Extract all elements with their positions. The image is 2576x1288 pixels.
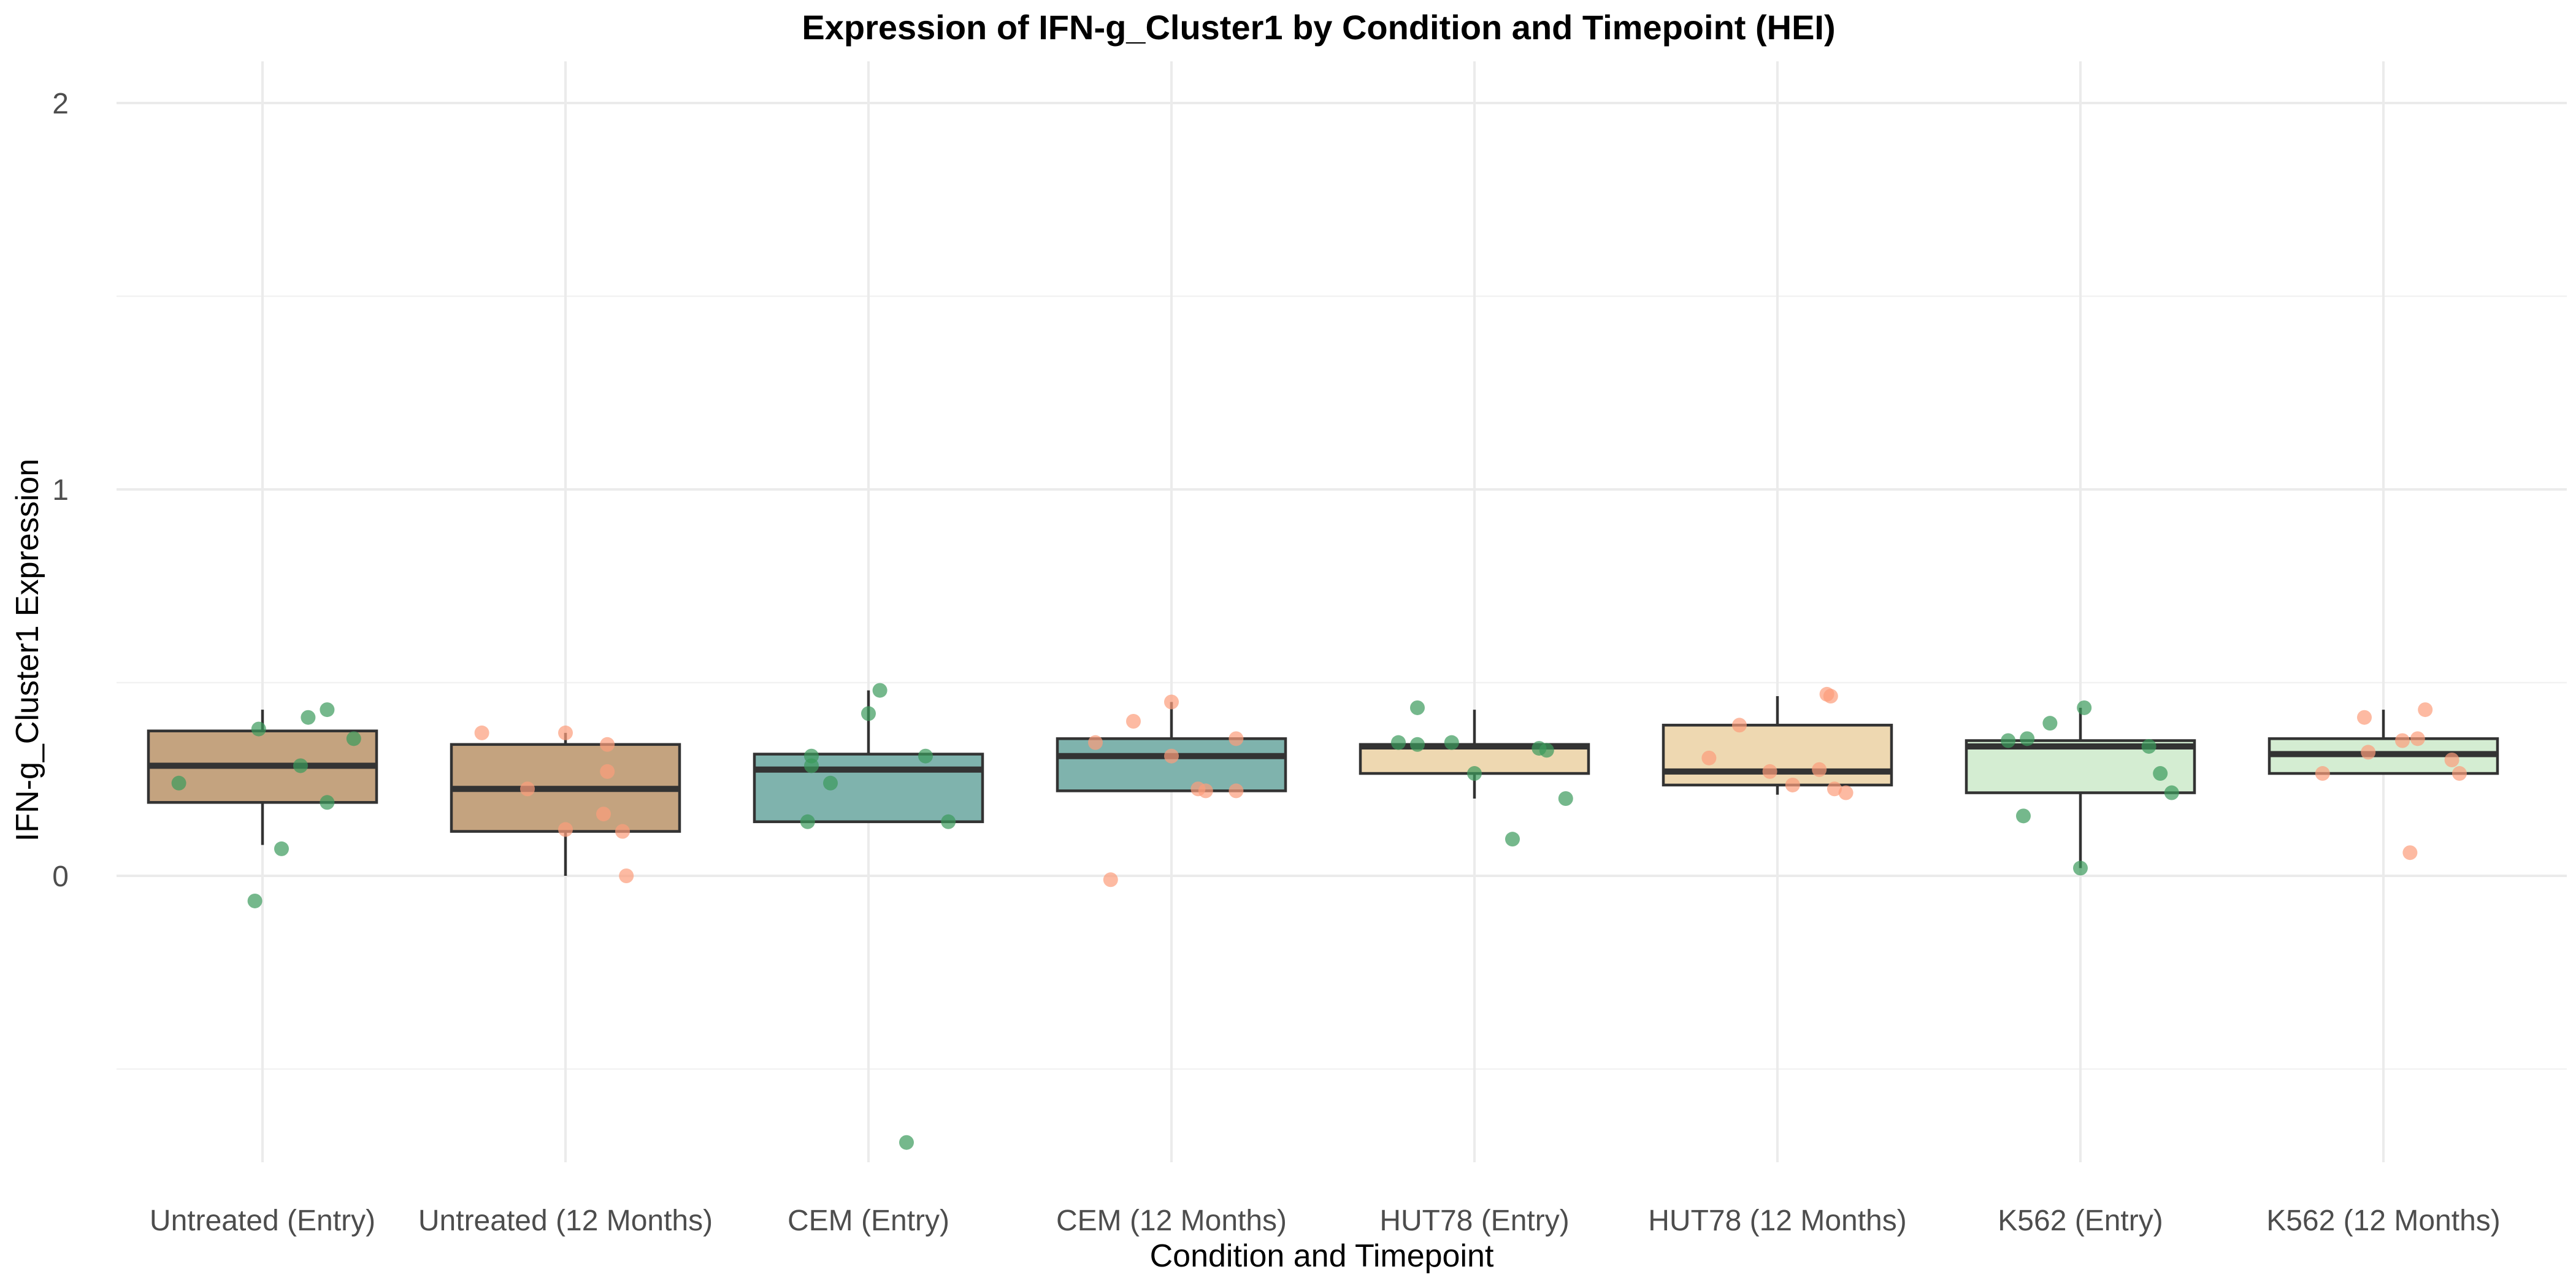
data-point — [2315, 766, 2330, 781]
data-point — [872, 683, 887, 698]
data-point — [346, 731, 361, 746]
y-tick-label: 0 — [52, 861, 69, 893]
data-point — [247, 893, 263, 908]
chart-title: Expression of IFN-g_Cluster1 by Conditio… — [802, 8, 1835, 47]
x-tick-label: Untreated (Entry) — [150, 1205, 375, 1237]
data-point — [600, 764, 615, 779]
box-series — [147, 690, 2499, 876]
data-point — [558, 822, 573, 837]
x-tick-label: HUT78 (Entry) — [1379, 1205, 1569, 1237]
data-points — [171, 683, 2467, 1150]
data-point — [2410, 731, 2425, 746]
data-point — [1823, 689, 1838, 704]
grid-lines — [117, 61, 2567, 1162]
box-group — [1965, 707, 2196, 868]
box — [1662, 724, 1893, 787]
data-point — [2164, 785, 2179, 800]
data-point — [251, 721, 266, 737]
x-tick-label: CEM (12 Months) — [1056, 1205, 1287, 1237]
data-point — [171, 775, 186, 791]
data-point — [1827, 781, 1842, 797]
data-point — [600, 737, 615, 752]
data-point — [1164, 748, 1179, 764]
data-point — [2395, 733, 2410, 748]
data-point — [615, 824, 630, 839]
box-group — [147, 710, 378, 845]
data-point — [1505, 832, 1520, 847]
data-point — [1762, 764, 1777, 779]
data-point — [1701, 750, 1717, 765]
data-point — [1467, 766, 1482, 781]
x-tick-label: K562 (12 Months) — [2266, 1205, 2501, 1237]
data-point — [2357, 710, 2372, 725]
box-group — [450, 732, 681, 876]
data-point — [301, 710, 316, 725]
data-point — [823, 775, 838, 791]
data-point — [293, 758, 308, 773]
box-group — [2267, 710, 2499, 775]
data-point — [2077, 700, 2092, 715]
data-point — [1785, 777, 1800, 792]
data-point — [1812, 762, 1827, 777]
data-point — [2073, 861, 2088, 876]
data-point — [2042, 716, 2058, 731]
data-point — [274, 841, 289, 856]
x-axis-title: Condition and Timepoint — [1150, 1238, 1494, 1274]
x-tick-label: K562 (Entry) — [1998, 1205, 2163, 1237]
data-point — [596, 807, 611, 822]
data-point — [619, 868, 634, 883]
box-group — [1359, 710, 1590, 799]
data-point — [320, 795, 335, 810]
data-point — [1732, 718, 1747, 733]
data-point — [1444, 735, 1459, 750]
data-point — [1410, 737, 1425, 752]
data-point — [2001, 733, 2016, 748]
x-tick-label: Untreated (12 Months) — [418, 1205, 713, 1237]
tick-labels: 0 1 2 Untreated (Entry) Untreated (12 Months… — [52, 88, 2500, 1237]
y-tick-label: 1 — [52, 474, 69, 507]
data-point — [520, 781, 535, 797]
data-point — [2153, 766, 2168, 781]
data-point — [1410, 700, 1425, 715]
data-point — [1539, 743, 1554, 758]
data-point — [861, 706, 876, 721]
box-group — [1662, 696, 1893, 795]
x-tick-label: CEM (Entry) — [788, 1205, 949, 1237]
y-axis-title: IFN-g_Cluster1 Expression — [10, 459, 45, 841]
data-point — [804, 758, 819, 773]
data-point — [918, 748, 933, 764]
data-point — [1229, 783, 1244, 799]
box — [753, 753, 984, 824]
data-point — [899, 1135, 914, 1150]
data-point — [1103, 872, 1118, 887]
data-point — [2418, 702, 2433, 718]
data-point — [800, 814, 815, 829]
data-point — [2020, 731, 2035, 746]
data-point — [2402, 845, 2418, 861]
data-point — [1164, 694, 1179, 710]
data-point — [474, 725, 489, 740]
data-point — [1198, 783, 1213, 799]
box-group — [753, 690, 984, 824]
y-tick-label: 2 — [52, 88, 69, 120]
data-point — [941, 814, 956, 829]
data-point — [1838, 785, 1853, 800]
data-point — [1229, 731, 1244, 746]
data-point — [2444, 753, 2459, 767]
data-point — [2016, 808, 2031, 824]
data-point — [2141, 738, 2156, 754]
data-point — [1558, 791, 1573, 806]
data-point — [1126, 714, 1141, 729]
data-point — [2361, 745, 2376, 760]
x-tick-label: HUT78 (12 Months) — [1648, 1205, 1906, 1237]
data-point — [320, 702, 335, 718]
data-point — [1088, 735, 1103, 750]
data-point — [2452, 766, 2467, 781]
data-point — [558, 725, 573, 740]
data-point — [1391, 735, 1406, 750]
